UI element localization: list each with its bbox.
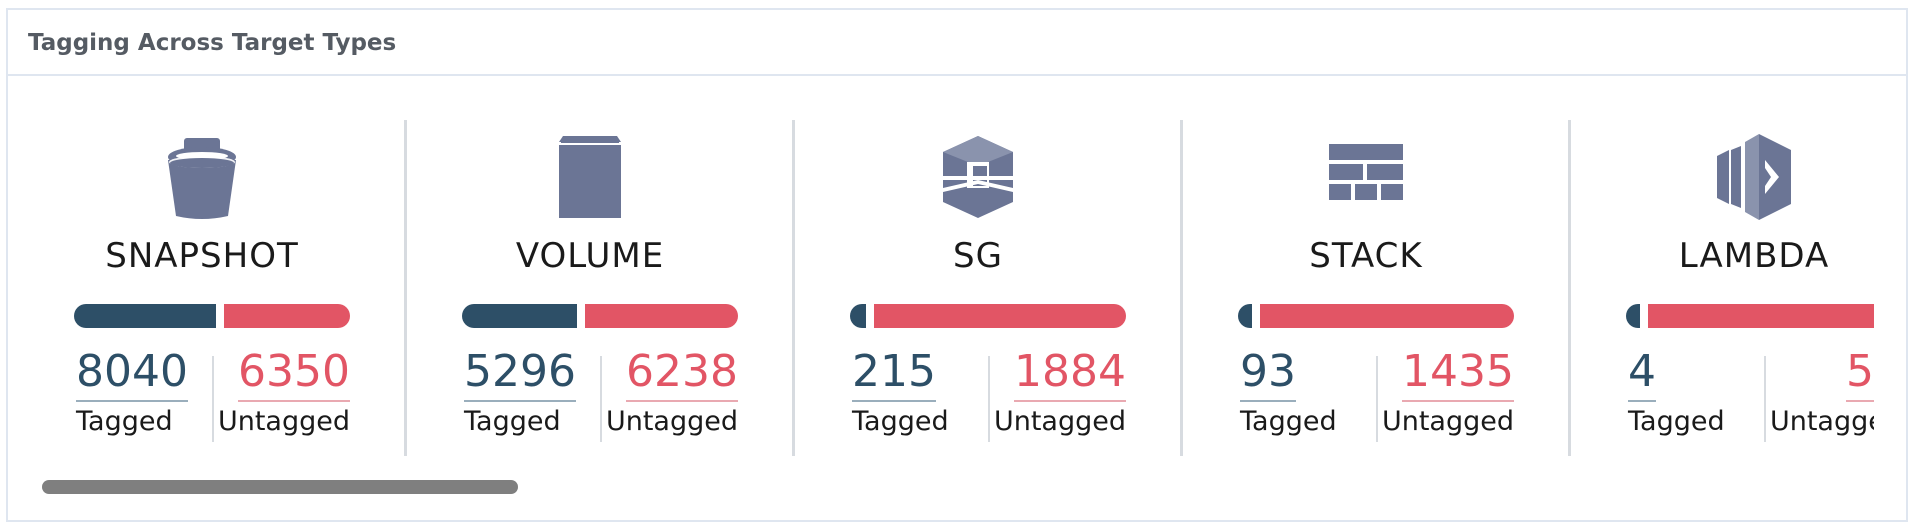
card-divider (1568, 120, 1571, 456)
target-card-sg: SG 215 Tagged 1884 Untagged (784, 76, 1172, 466)
untagged-stat[interactable]: 1884 Untagged (994, 346, 1126, 437)
panel-title: Tagging Across Target Types (28, 30, 397, 56)
tagged-stat[interactable]: 93 Tagged (1240, 346, 1337, 437)
tagged-segment (462, 304, 577, 328)
untagged-label: Untagged (1381, 406, 1514, 437)
tag-ratio-bar (74, 304, 350, 328)
card-divider (404, 120, 407, 456)
untagged-segment (224, 304, 350, 328)
card-divider (1180, 120, 1183, 456)
cards-track: SNAPSHOT 8040 Tagged 6350 Untagged (8, 76, 1874, 466)
tagged-count[interactable]: 215 (852, 346, 936, 402)
cards-viewport[interactable]: SNAPSHOT 8040 Tagged 6350 Untagged (8, 76, 1874, 466)
stat-divider (1376, 356, 1378, 442)
tag-ratio-bar (1626, 304, 1874, 328)
tagged-segment (74, 304, 216, 328)
untagged-count[interactable]: 57 (1846, 346, 1874, 402)
tagged-segment (1238, 304, 1252, 328)
untagged-segment (1260, 304, 1514, 328)
tagged-label: Tagged (852, 406, 949, 437)
stat-divider (988, 356, 990, 442)
untagged-stat[interactable]: 6350 Untagged (218, 346, 350, 437)
target-card-stack: STACK 93 Tagged 1435 Untagged (1172, 76, 1560, 466)
untagged-label: Untagged (217, 406, 350, 437)
target-name: LAMBDA (1678, 236, 1830, 276)
untagged-segment (1648, 304, 1874, 328)
tagged-segment (850, 304, 866, 328)
target-card-volume: VOLUME 5296 Tagged 6238 Untagged (396, 76, 784, 466)
tagged-label: Tagged (76, 406, 173, 437)
target-name: SG (953, 236, 1003, 276)
untagged-count[interactable]: 6238 (626, 346, 738, 402)
untagged-segment (874, 304, 1126, 328)
tagged-stat[interactable]: 215 Tagged (852, 346, 949, 437)
tagged-stat[interactable]: 8040 Tagged (76, 346, 188, 437)
security-group-icon (784, 132, 1172, 222)
tagged-count[interactable]: 5296 (464, 346, 576, 402)
target-name: STACK (1309, 236, 1423, 276)
target-card-lambda: LAMBDA 4 Tagged 57 Untagged (1560, 76, 1874, 466)
tagged-stat[interactable]: 4 Tagged (1628, 346, 1725, 437)
tagged-label: Tagged (1240, 406, 1337, 437)
tagged-count[interactable]: 4 (1628, 346, 1656, 402)
card-divider (792, 120, 795, 456)
tagged-stat[interactable]: 5296 Tagged (464, 346, 576, 437)
untagged-stat[interactable]: 57 Untagged (1770, 346, 1874, 437)
tag-ratio-bar (462, 304, 738, 328)
untagged-segment (585, 304, 738, 328)
target-name: VOLUME (515, 236, 665, 276)
untagged-stat[interactable]: 1435 Untagged (1382, 346, 1514, 437)
tagged-segment (1626, 304, 1640, 328)
target-name: SNAPSHOT (105, 236, 299, 276)
tagged-label: Tagged (464, 406, 561, 437)
lambda-icon (1560, 132, 1874, 222)
tagged-count[interactable]: 8040 (76, 346, 188, 402)
volume-icon (396, 132, 784, 222)
untagged-count[interactable]: 1435 (1402, 346, 1514, 402)
tagging-panel: Tagging Across Target Types SNAPSHOT (6, 8, 1908, 522)
untagged-count[interactable]: 1884 (1014, 346, 1126, 402)
stack-icon (1172, 132, 1560, 222)
horizontal-scrollbar-thumb[interactable] (42, 480, 518, 494)
target-card-snapshot: SNAPSHOT 8040 Tagged 6350 Untagged (8, 76, 396, 466)
tag-ratio-bar (1238, 304, 1514, 328)
stat-divider (212, 356, 214, 442)
panel-header: Tagging Across Target Types (8, 10, 1906, 76)
stat-divider (600, 356, 602, 442)
tag-ratio-bar (850, 304, 1126, 328)
tagged-count[interactable]: 93 (1240, 346, 1296, 402)
bucket-icon (8, 132, 396, 222)
untagged-stat[interactable]: 6238 Untagged (606, 346, 738, 437)
untagged-label: Untagged (1769, 406, 1874, 437)
untagged-label: Untagged (993, 406, 1126, 437)
tagged-label: Tagged (1628, 406, 1725, 437)
stat-divider (1764, 356, 1766, 442)
untagged-label: Untagged (605, 406, 738, 437)
untagged-count[interactable]: 6350 (238, 346, 350, 402)
